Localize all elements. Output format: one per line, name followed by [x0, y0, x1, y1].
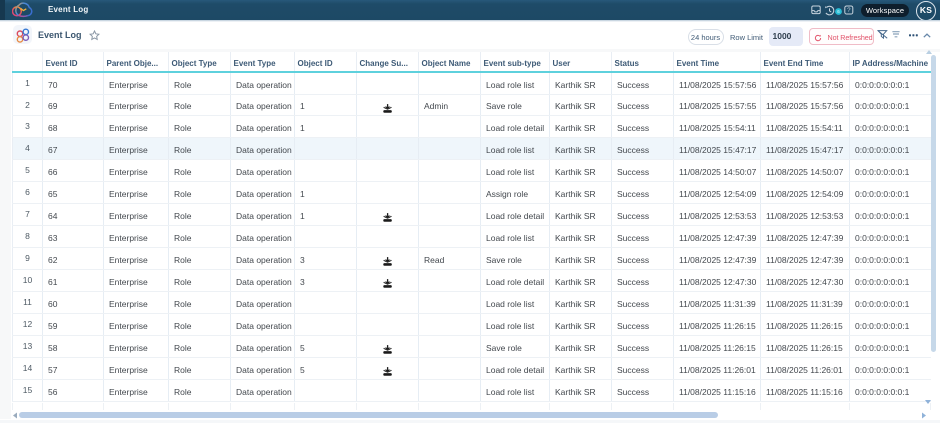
svg-text:?: ? — [847, 7, 851, 14]
svg-text:6: 6 — [837, 9, 840, 14]
